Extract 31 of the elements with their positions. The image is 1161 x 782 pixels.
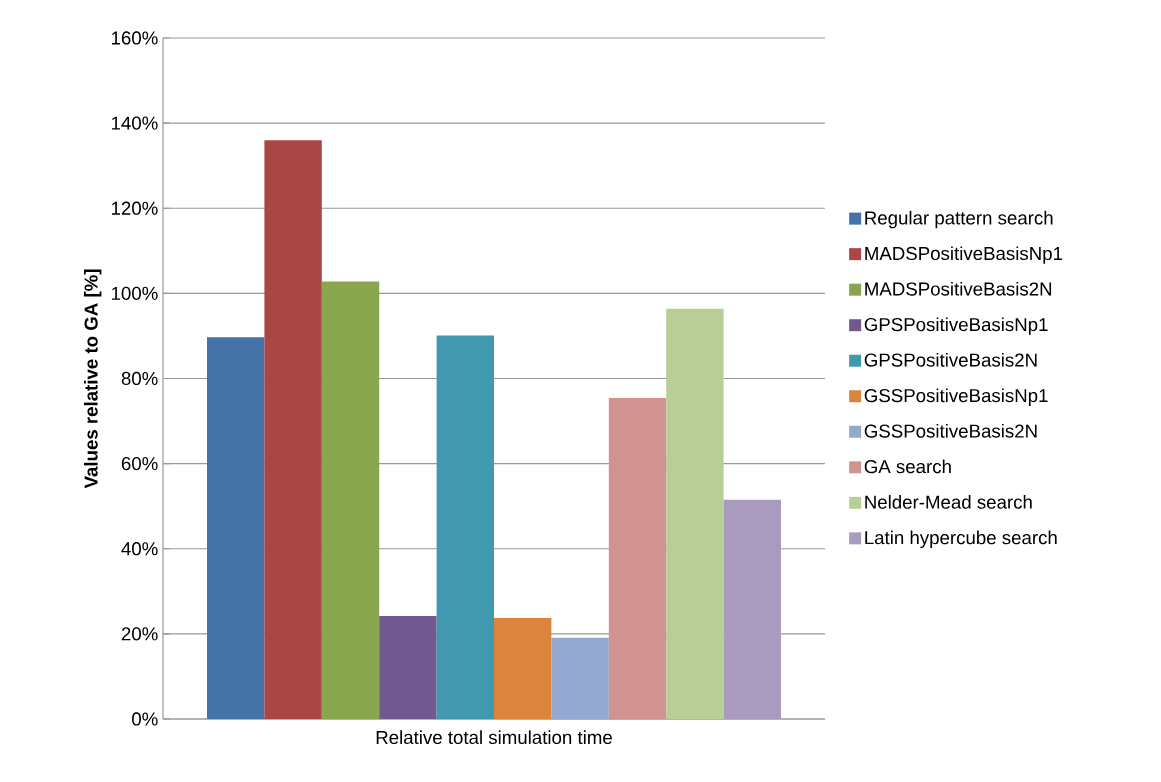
y-tick-label: 120% <box>111 201 158 215</box>
legend-label: GA search <box>864 459 951 474</box>
bar <box>723 499 782 719</box>
y-tick-label: 100% <box>111 286 158 300</box>
y-tick-label: 40% <box>121 542 158 556</box>
bar <box>436 335 495 719</box>
y-tick-label: 140% <box>111 116 158 130</box>
y-tick-label: 80% <box>121 371 158 386</box>
y-tick-label: 0% <box>132 712 158 726</box>
x-tick-label: Relative total simulation time <box>376 730 612 745</box>
legend-label: MADSPositiveBasisNp1 <box>865 246 1063 264</box>
bar <box>321 281 380 719</box>
y-tick-label: 20% <box>121 627 158 641</box>
bar <box>608 398 667 719</box>
y-tick-label: 60% <box>121 456 158 471</box>
legend-label: GSSPositiveBasisNp1 <box>864 388 1048 406</box>
legend-label: MADSPositiveBasis2N <box>865 281 1052 296</box>
bar <box>207 337 265 719</box>
bar <box>379 615 437 719</box>
legend-label: Nelder-Mead search <box>865 495 1032 509</box>
y-tick-label: 160% <box>111 31 158 45</box>
legend-label: Regular pattern search <box>865 210 1053 229</box>
bar <box>666 308 724 719</box>
legend-label: GPSPositiveBasis2N <box>864 352 1037 367</box>
legend-label: Latin hypercube search <box>865 530 1057 548</box>
bar <box>551 637 609 719</box>
bar <box>264 140 322 719</box>
bar <box>494 618 552 719</box>
legend-label: GSSPositiveBasis2N <box>864 424 1037 438</box>
legend-label: GPSPositiveBasisNp1 <box>864 317 1048 335</box>
y-axis-title: Values relative to GA [%] <box>84 269 102 489</box>
